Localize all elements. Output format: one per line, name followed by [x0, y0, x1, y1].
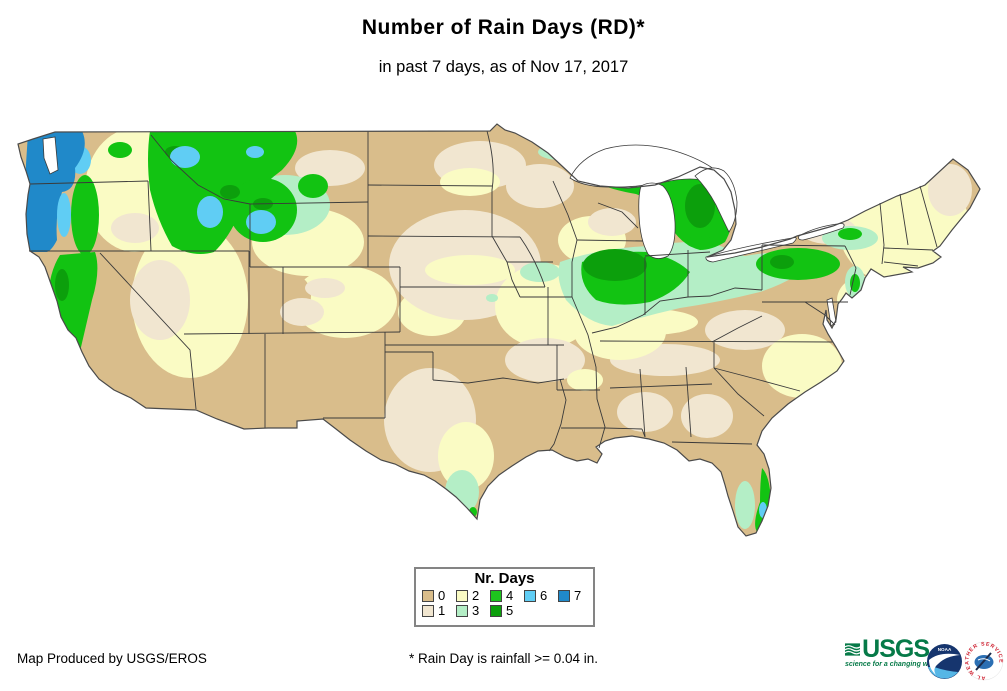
map-legend: Nr. Days 0 2 4 6 7 1 3 5 — [414, 567, 595, 627]
legend-label-7: 7 — [574, 588, 582, 603]
usgs-wordmark: USGS — [862, 635, 930, 663]
legend-item-7: 7 — [558, 588, 592, 603]
legend-swatch-2 — [456, 589, 468, 602]
legend-label-4: 4 — [506, 588, 514, 603]
legend-swatch-4 — [490, 589, 502, 602]
usgs-tagline: science for a changing world — [845, 661, 942, 668]
legend-label-0: 0 — [438, 588, 446, 603]
map-credit: Map Produced by USGS/EROS — [17, 651, 207, 666]
legend-item-5: 5 — [490, 603, 524, 618]
page-subtitle: in past 7 days, as of Nov 17, 2017 — [378, 58, 629, 76]
legend-swatch-7 — [558, 589, 570, 602]
us-rain-days-map — [17, 123, 981, 537]
legend-item-3: 3 — [456, 603, 490, 618]
nws-logo-icon: NATIONAL WEATHER SERVICE — [964, 641, 1004, 681]
page-title: Number of Rain Days (RD)* — [361, 16, 646, 39]
legend-swatch-5 — [490, 604, 502, 617]
us-coastline — [17, 123, 981, 537]
legend-swatch-3 — [456, 604, 468, 617]
legend-swatch-1 — [422, 604, 434, 617]
rain-day-footnote: * Rain Day is rainfall >= 0.04 in. — [408, 651, 599, 666]
legend-item-1: 1 — [422, 603, 456, 618]
legend-title: Nr. Days — [474, 570, 535, 587]
legend-label-1: 1 — [438, 603, 446, 618]
legend-item-2: 2 — [456, 588, 490, 603]
rain-day-regions — [25, 128, 972, 532]
legend-swatch-6 — [524, 589, 536, 602]
legend-item-6: 6 — [524, 588, 558, 603]
legend-label-3: 3 — [472, 603, 480, 618]
legend-swatch-0 — [422, 589, 434, 602]
noaa-logo-icon: NOAA — [927, 644, 962, 679]
svg-text:NOAA: NOAA — [938, 647, 952, 652]
usgs-wave-icon — [845, 643, 861, 656]
legend-item-0: 0 — [422, 588, 456, 603]
legend-label-2: 2 — [472, 588, 480, 603]
usgs-logo: USGS science for a changing world — [845, 635, 942, 685]
legend-item-4: 4 — [490, 588, 524, 603]
legend-label-6: 6 — [540, 588, 548, 603]
state-borders — [29, 130, 938, 452]
legend-entries: 0 2 4 6 7 1 3 5 — [422, 588, 593, 618]
legend-label-5: 5 — [506, 603, 514, 618]
